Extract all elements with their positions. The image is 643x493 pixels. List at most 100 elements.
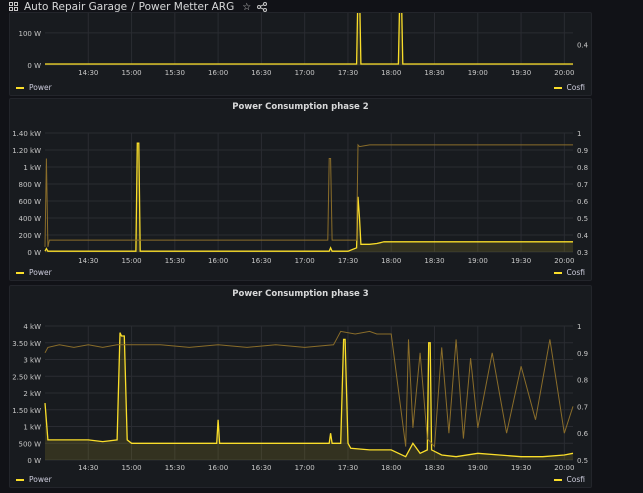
y-left-tick-label: 600 W bbox=[18, 198, 41, 206]
y-right-tick-label: 0.6 bbox=[577, 430, 589, 438]
y-right-tick-label: 0.7 bbox=[577, 181, 588, 189]
panel-phase-2: Power Consumption phase 2 0 W 200 W 400 W 6… bbox=[9, 98, 592, 281]
legend-power-label: Power bbox=[29, 83, 52, 92]
x-tick-label: 15:00 bbox=[121, 464, 141, 472]
x-tick-label: 20:00 bbox=[554, 464, 574, 472]
dashboard-title[interactable]: Power Metter ARG bbox=[138, 1, 235, 13]
y-right-tick-label: 0.5 bbox=[577, 457, 588, 465]
x-tick-label: 14:30 bbox=[78, 464, 98, 472]
x-tick-label: 17:30 bbox=[338, 69, 358, 77]
y-right-tick-label: 0.8 bbox=[577, 377, 588, 385]
x-tick-label: 15:30 bbox=[165, 69, 185, 77]
x-tick-label: 19:30 bbox=[511, 464, 531, 472]
legend-cosfi[interactable]: Cosfi bbox=[553, 475, 585, 484]
y-right-tick-label: 0.4 bbox=[577, 232, 589, 240]
y-left-tick-label: 2.50 kW bbox=[12, 373, 41, 381]
cosfi-series-line bbox=[44, 143, 573, 248]
y-right-tick-label: 1 bbox=[577, 323, 581, 331]
legend-cosfi[interactable]: Cosfi bbox=[553, 83, 585, 92]
x-tick-label: 17:30 bbox=[338, 464, 358, 472]
legend-power[interactable]: Power bbox=[16, 83, 52, 92]
x-tick-label: 19:30 bbox=[511, 69, 531, 77]
x-tick-label: 15:30 bbox=[165, 464, 185, 472]
x-tick-label: 20:00 bbox=[554, 69, 574, 77]
x-tick-label: 16:30 bbox=[251, 69, 271, 77]
power-series-area bbox=[45, 13, 573, 65]
y-left-tick-label: 4 kW bbox=[23, 323, 41, 331]
y-right-tick-label: 0.9 bbox=[577, 147, 588, 155]
panel-phase-3: Power Consumption phase 3 0 W 500 W 1 kW 1.… bbox=[9, 285, 592, 488]
x-tick-label: 17:00 bbox=[295, 464, 315, 472]
x-tick-label: 18:00 bbox=[381, 464, 401, 472]
legend-power[interactable]: Power bbox=[16, 475, 52, 484]
legend-cosfi-label: Cosfi bbox=[566, 475, 585, 484]
legend-power-label: Power bbox=[29, 475, 52, 484]
y-left-tick-label: 200 W bbox=[18, 232, 41, 240]
legend-cosfi[interactable]: Cosfi bbox=[553, 268, 585, 277]
x-tick-label: 16:00 bbox=[208, 257, 228, 265]
cosfi-series-line bbox=[44, 330, 574, 448]
y-right-tick-label: 0.3 bbox=[577, 249, 588, 257]
dashboard-header: Auto Repair Garage / Power Metter ARG ☆ bbox=[0, 0, 643, 14]
y-left-tick-label: 2 kW bbox=[23, 390, 41, 398]
x-tick-label: 19:00 bbox=[468, 464, 488, 472]
power-series-area bbox=[45, 143, 573, 252]
y-right-tick-label: 0.6 bbox=[577, 198, 589, 206]
breadcrumb-folder[interactable]: Auto Repair Garage bbox=[24, 1, 128, 13]
x-tick-label: 18:30 bbox=[424, 69, 444, 77]
x-tick-label: 18:30 bbox=[424, 257, 444, 265]
y-left-tick-label: 3.50 kW bbox=[12, 340, 41, 348]
y-left-tick-label: 500 W bbox=[18, 440, 41, 448]
x-tick-label: 19:30 bbox=[511, 257, 531, 265]
apps-grid-icon[interactable] bbox=[9, 2, 19, 12]
y-right-tick-label: 0.7 bbox=[577, 403, 588, 411]
x-tick-label: 16:30 bbox=[251, 464, 271, 472]
y-left-tick-label: 0 W bbox=[27, 457, 41, 465]
breadcrumb-separator: / bbox=[131, 1, 135, 13]
chart-phase-3: 0 W 500 W 1 kW 1.50 kW 2 kW 2.50 kW 3 kW 3.50 k… bbox=[12, 323, 589, 472]
y-left-tick-label: 100 W bbox=[18, 30, 41, 38]
y-left-tick-label: 0 W bbox=[27, 62, 41, 70]
y-left-tick-label: 1 kW bbox=[23, 424, 41, 432]
y-left-tick-label: 1.50 kW bbox=[12, 407, 41, 415]
x-tick-label: 18:30 bbox=[424, 464, 444, 472]
x-tick-label: 19:00 bbox=[468, 257, 488, 265]
y-left-tick-label: 800 W bbox=[18, 181, 41, 189]
power-series-line bbox=[44, 142, 573, 252]
x-tick-label: 19:00 bbox=[468, 69, 488, 77]
chart-phase-2: 0 W 200 W 400 W 600 W 800 W 1 kW 1.20 kW 1.40 k… bbox=[12, 130, 589, 265]
power-series-line bbox=[44, 332, 574, 458]
y-right-tick-label: 0.9 bbox=[577, 350, 588, 358]
x-tick-label: 14:30 bbox=[78, 257, 98, 265]
x-tick-label: 15:00 bbox=[121, 69, 141, 77]
y-left-tick-label: 1.20 kW bbox=[12, 147, 41, 155]
share-icon[interactable] bbox=[257, 2, 268, 12]
y-left-tick-label: 3 kW bbox=[23, 357, 41, 365]
legend-power[interactable]: Power bbox=[16, 268, 52, 277]
x-tick-label: 15:00 bbox=[121, 257, 141, 265]
x-tick-label: 20:00 bbox=[554, 257, 574, 265]
panel-title[interactable]: Power Consumption phase 2 bbox=[232, 102, 369, 112]
y-left-tick-label: 1 kW bbox=[23, 164, 41, 172]
y-left-tick-label: 1.40 kW bbox=[12, 130, 41, 138]
x-tick-label: 17:00 bbox=[295, 69, 315, 77]
x-tick-label: 16:00 bbox=[208, 69, 228, 77]
legend-cosfi-label: Cosfi bbox=[566, 268, 585, 277]
star-icon[interactable]: ☆ bbox=[242, 1, 252, 13]
y-right-tick-label: 1 bbox=[577, 130, 581, 138]
x-tick-label: 18:00 bbox=[381, 257, 401, 265]
x-tick-label: 16:30 bbox=[251, 257, 271, 265]
x-tick-label: 17:30 bbox=[338, 257, 358, 265]
panel-title[interactable]: Power Consumption phase 3 bbox=[232, 289, 369, 299]
x-tick-label: 14:30 bbox=[78, 69, 98, 77]
x-tick-label: 18:00 bbox=[381, 69, 401, 77]
legend-power-label: Power bbox=[29, 268, 52, 277]
y-left-tick-label: 400 W bbox=[18, 215, 41, 223]
power-series-area bbox=[45, 332, 573, 460]
x-tick-label: 17:00 bbox=[295, 257, 315, 265]
x-tick-label: 15:30 bbox=[165, 257, 185, 265]
x-tick-label: 16:00 bbox=[208, 464, 228, 472]
y-right-tick-label: 0.8 bbox=[577, 164, 588, 172]
legend-cosfi-label: Cosfi bbox=[566, 83, 585, 92]
